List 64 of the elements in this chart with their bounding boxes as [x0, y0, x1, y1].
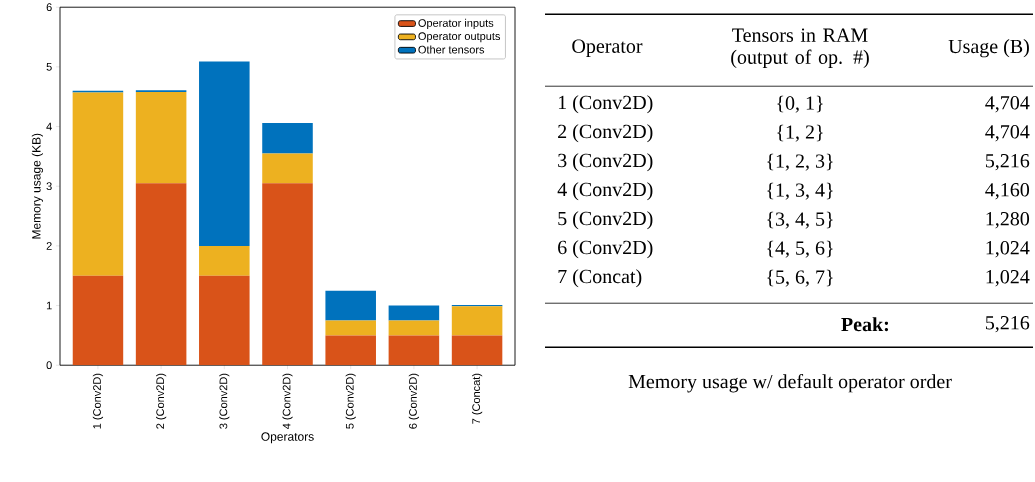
x-tick-label: 3 (Conv2D)	[219, 373, 230, 429]
bar	[135, 91, 187, 184]
x-tick-label: 1 (Conv2D)	[92, 373, 104, 429]
text: 5,216	[985, 315, 1030, 333]
category-label: 2 (Conv2D)	[558, 124, 653, 143]
x-tick-label: 7 (Concat)	[471, 373, 483, 424]
text: Memory usage w/ default operator order	[628, 373, 952, 393]
text: 1,280	[986, 211, 1030, 229]
bar	[199, 245, 250, 276]
y-axis-title: Memory usage (KB)	[31, 133, 43, 239]
text: {4, 5, 6}	[767, 240, 833, 258]
legend-label: Operator outputs	[418, 32, 501, 43]
y-tick-label: 2	[46, 241, 52, 250]
text: Tensors in RAM (output of op. #)	[731, 28, 869, 68]
y-tick-label: 1	[46, 301, 52, 310]
legend-label: Operator inputs	[418, 18, 494, 29]
bar	[262, 153, 313, 184]
text: {1, 2}	[777, 124, 823, 142]
text: 4,704	[985, 124, 1030, 142]
text: {1, 3, 4}	[767, 182, 833, 200]
bar	[325, 290, 376, 321]
bar	[388, 320, 440, 336]
category-label: 5 (Conv2D)	[558, 211, 653, 230]
x-tick-label: 6 (Conv2D)	[408, 373, 420, 429]
bar	[135, 183, 187, 366]
category-label: 7 (Concat)	[558, 269, 642, 288]
bar	[72, 275, 124, 366]
bar	[451, 306, 503, 336]
text: 1,024	[986, 240, 1030, 258]
bar	[199, 275, 250, 366]
text: 4,160	[985, 182, 1030, 200]
bar	[388, 305, 440, 321]
text: 4,704	[985, 95, 1030, 113]
bar	[72, 92, 124, 276]
category-label: 1 (Conv2D)	[558, 95, 653, 114]
category-label: 4 (Conv2D)	[557, 182, 653, 201]
y-tick-label: 4	[46, 122, 52, 131]
bar	[262, 183, 313, 366]
bar	[199, 61, 250, 246]
text: 5,216	[985, 153, 1030, 171]
y-tick-label: 6	[46, 3, 52, 11]
bar	[325, 335, 376, 366]
bar	[451, 335, 503, 366]
category-label: 3 (Conv2D)	[558, 153, 653, 172]
text: {1, 2, 3}	[767, 153, 833, 171]
text: Operator	[572, 39, 643, 57]
text: {0, 1}	[777, 95, 823, 113]
y-tick-label: 3	[46, 182, 52, 191]
bar	[388, 335, 440, 366]
y-tick-label: 5	[46, 62, 52, 71]
text: Peak:	[841, 317, 889, 332]
bar	[325, 320, 376, 336]
legend-label: Other tensors	[418, 45, 485, 54]
x-axis-title: Operators	[261, 432, 314, 444]
x-tick-label: 4 (Conv2D)	[282, 373, 293, 429]
text: {5, 6, 7}	[767, 269, 833, 287]
text: 1,024	[986, 269, 1030, 287]
text: {3, 4, 5}	[767, 211, 833, 229]
x-tick-label: 2 (Conv2D)	[156, 373, 167, 429]
category-label: 6 (Conv2D)	[558, 240, 653, 259]
x-tick-label: 5 (Conv2D)	[345, 373, 356, 429]
text: Usage (B)	[948, 39, 1029, 58]
y-tick-label: 0	[46, 361, 52, 370]
bar	[262, 122, 313, 154]
